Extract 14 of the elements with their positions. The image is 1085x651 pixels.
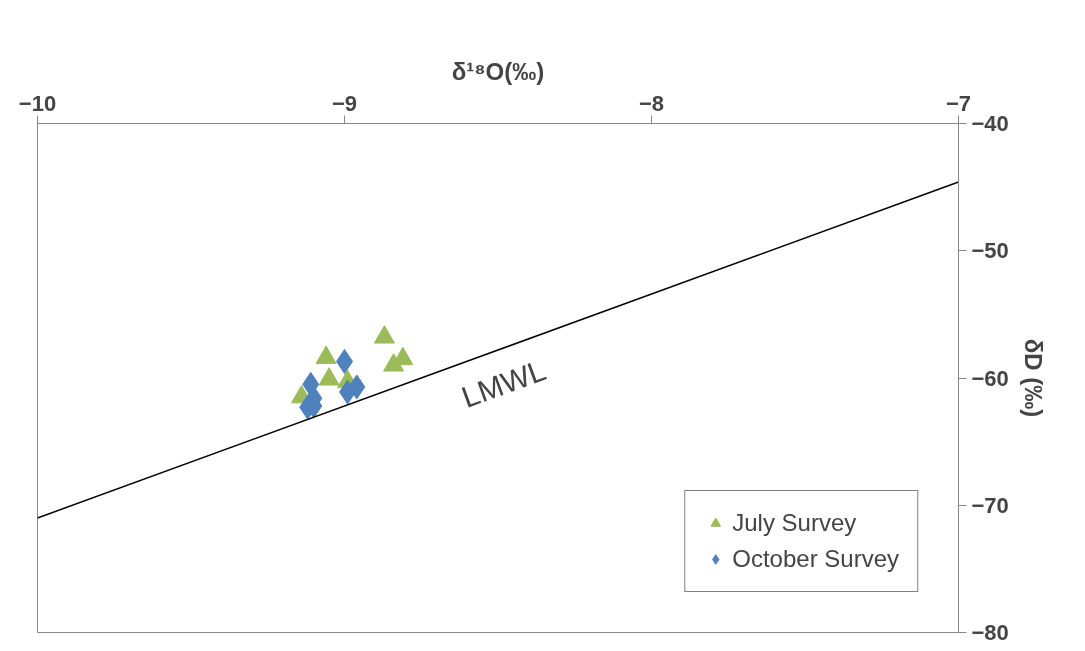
- legend-label: October Survey: [732, 545, 899, 573]
- x-tick-label: −7: [945, 90, 972, 116]
- y-tick-label: −50: [971, 238, 1009, 264]
- x-tick-label: −8: [638, 90, 665, 116]
- y-tick-label: −60: [971, 365, 1009, 391]
- x-axis-title: δ¹⁸O(‰): [451, 57, 545, 85]
- y-tick-label: −80: [971, 620, 1009, 645]
- x-tick-label: −9: [331, 90, 358, 116]
- legend-label: July Survey: [732, 509, 857, 537]
- y-tick-label: −40: [971, 111, 1009, 136]
- y-axis-title: δD (‰): [1019, 338, 1047, 418]
- x-tick-label: −10: [18, 90, 57, 116]
- y-tick-label: −70: [971, 492, 1009, 518]
- text: LMWL: [457, 353, 551, 414]
